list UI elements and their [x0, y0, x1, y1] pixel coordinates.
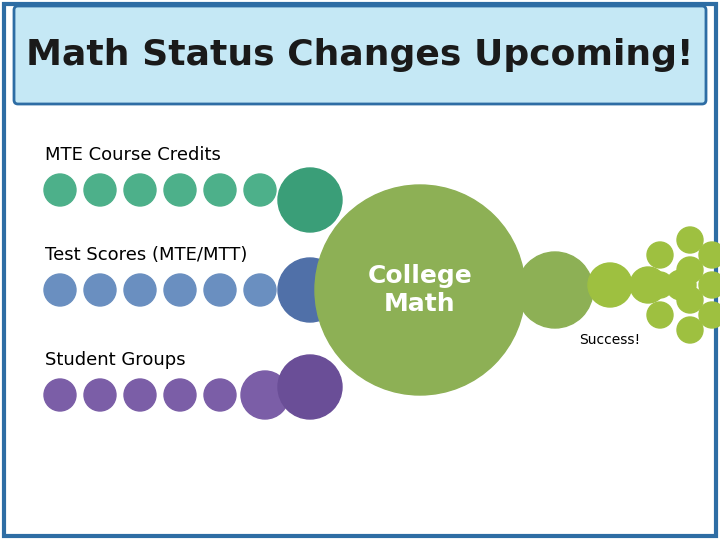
Circle shape: [164, 379, 196, 411]
Circle shape: [278, 258, 342, 322]
Circle shape: [278, 355, 342, 419]
Circle shape: [315, 185, 525, 395]
Circle shape: [204, 174, 236, 206]
Circle shape: [677, 227, 703, 253]
Circle shape: [630, 267, 666, 303]
Text: Math Status Changes Upcoming!: Math Status Changes Upcoming!: [26, 38, 694, 72]
Circle shape: [278, 168, 342, 232]
Circle shape: [84, 379, 116, 411]
Circle shape: [244, 174, 276, 206]
Circle shape: [44, 379, 76, 411]
Circle shape: [517, 252, 593, 328]
Circle shape: [677, 287, 703, 313]
Circle shape: [241, 371, 289, 419]
Circle shape: [699, 242, 720, 268]
Circle shape: [44, 274, 76, 306]
Circle shape: [204, 274, 236, 306]
Circle shape: [204, 379, 236, 411]
Circle shape: [588, 263, 632, 307]
Circle shape: [699, 302, 720, 328]
Text: College
Math: College Math: [368, 264, 472, 316]
FancyBboxPatch shape: [14, 6, 706, 104]
Circle shape: [164, 274, 196, 306]
Circle shape: [666, 270, 696, 300]
Text: Success!: Success!: [580, 333, 641, 347]
Circle shape: [699, 272, 720, 298]
Circle shape: [647, 302, 673, 328]
Text: MTE Course Credits: MTE Course Credits: [45, 146, 221, 164]
Circle shape: [124, 174, 156, 206]
FancyBboxPatch shape: [4, 4, 716, 536]
Circle shape: [647, 242, 673, 268]
Circle shape: [84, 274, 116, 306]
Circle shape: [677, 257, 703, 283]
Text: Student Groups: Student Groups: [45, 351, 186, 369]
Circle shape: [164, 174, 196, 206]
Circle shape: [124, 274, 156, 306]
Circle shape: [244, 274, 276, 306]
Text: Test Scores (MTE/MTT): Test Scores (MTE/MTT): [45, 246, 248, 264]
Circle shape: [44, 174, 76, 206]
Circle shape: [677, 317, 703, 343]
Circle shape: [647, 272, 673, 298]
Circle shape: [124, 379, 156, 411]
Circle shape: [84, 174, 116, 206]
